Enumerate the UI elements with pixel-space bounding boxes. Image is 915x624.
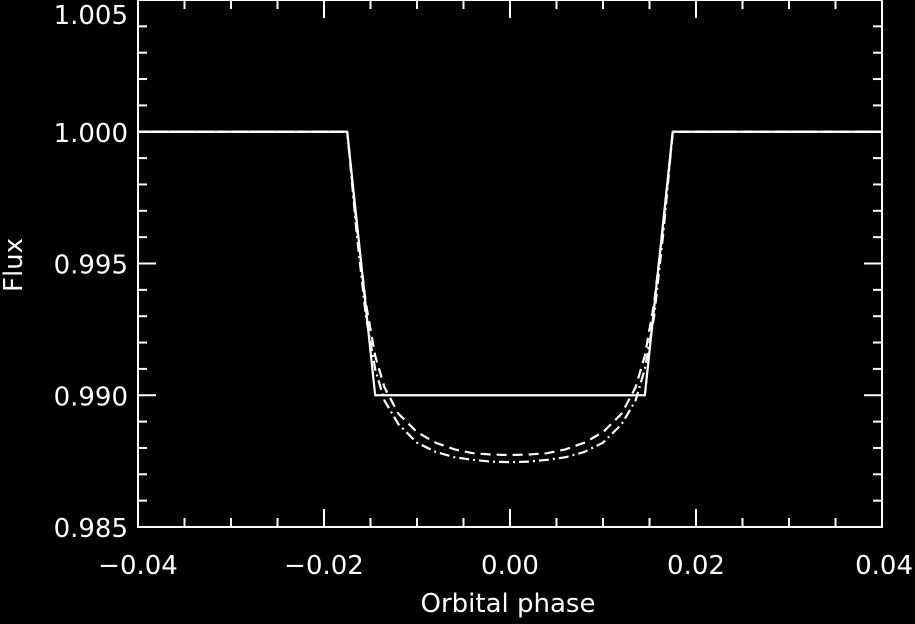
y-tick-label: 1.005 <box>54 1 128 31</box>
x-tick-label: 0.02 <box>667 551 725 581</box>
x-tick-label: 0.04 <box>855 551 913 581</box>
axis-ticks <box>137 0 883 528</box>
y-tick-label: 0.985 <box>54 514 128 544</box>
y-axis-title: Flux <box>0 238 29 292</box>
series-group <box>138 130 882 464</box>
series-line-dash-dot <box>138 130 882 464</box>
plot-frame <box>137 0 883 528</box>
series-line-solid <box>138 130 882 397</box>
y-tick-label: 0.995 <box>54 251 128 281</box>
y-tick-labels: 0.985 0.990 0.995 1.000 1.005 <box>54 1 128 544</box>
x-tick-label: 0.00 <box>481 551 539 581</box>
x-tick-labels: −0.04 −0.02 0.00 0.02 0.04 <box>98 551 913 581</box>
x-tick-label: −0.04 <box>98 551 178 581</box>
x-tick-label: −0.02 <box>284 551 364 581</box>
series-line-dashed <box>138 130 882 457</box>
y-tick-label: 1.000 <box>54 119 128 149</box>
x-axis-title: Orbital phase <box>421 589 596 619</box>
y-tick-label: 0.990 <box>54 382 128 412</box>
